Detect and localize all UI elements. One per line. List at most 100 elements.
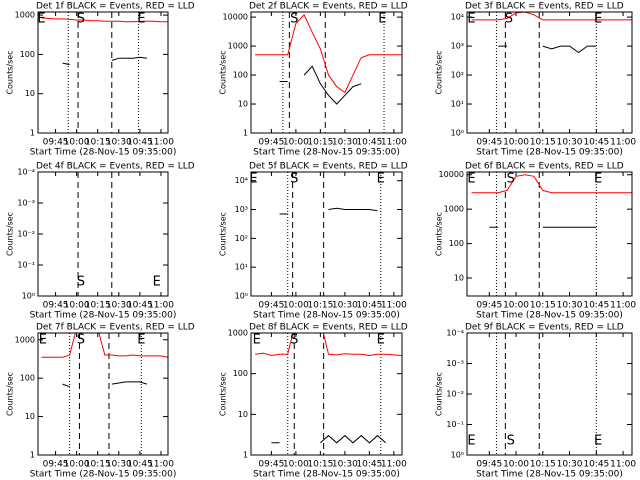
plot-frame xyxy=(250,11,403,134)
y-tick-label: 100 xyxy=(233,369,248,378)
y-tick-label: 10⁰ xyxy=(451,129,464,138)
annotation: E xyxy=(594,434,602,449)
y-tick-label: 100 xyxy=(449,239,464,248)
series-line xyxy=(62,56,147,66)
x-tick-label: 10:15 xyxy=(530,138,556,148)
y-tick-label: 10000 xyxy=(223,13,248,22)
x-tick-label: 09:45 xyxy=(258,460,284,470)
panel-title: Det 5f BLACK = Events, RED = LLD xyxy=(249,162,408,172)
x-tick-label: 10:15 xyxy=(307,138,333,148)
annotation: E xyxy=(594,172,602,187)
annotation: E xyxy=(378,12,386,27)
y-axis-title: Counts/sec xyxy=(435,50,444,94)
x-tick-label: 10:15 xyxy=(530,301,556,311)
x-tick-label: 10:30 xyxy=(106,460,132,470)
annotation: S xyxy=(507,172,515,187)
y-axis-title: Counts/sec xyxy=(435,212,444,256)
annotation: E xyxy=(594,12,602,27)
x-tick-label: 10:45 xyxy=(583,138,609,148)
annotation: E xyxy=(39,333,47,348)
y-axis-title: Counts/sec xyxy=(6,50,15,94)
y-tick-label: 1 xyxy=(30,129,35,138)
x-tick-label: 09:45 xyxy=(43,460,69,470)
x-tick-label: 10:00 xyxy=(503,301,529,311)
annotation: E xyxy=(137,12,145,27)
panel: Det 9f BLACK = Events, RED = LLD Start Ti… xyxy=(435,323,637,480)
x-axis-title: Start Time (28-Nov-15 09:35:00) xyxy=(30,311,177,321)
annotation: E xyxy=(377,172,385,187)
annotation: E xyxy=(37,12,45,27)
x-tick-label: 10:45 xyxy=(356,138,382,148)
plot-frame xyxy=(466,11,633,134)
x-tick-label: 10:15 xyxy=(530,460,556,470)
x-tick-label: 10:45 xyxy=(127,301,153,311)
panel: Det 4f BLACK = Events, RED = LLD Start Ti… xyxy=(6,162,195,321)
x-tick-label: 09:45 xyxy=(258,138,284,148)
y-tick-label: 10⁰ xyxy=(235,292,248,301)
x-axis-title: Start Time (28-Nov-15 09:35:00) xyxy=(253,470,400,480)
x-tick-label: 10:15 xyxy=(85,301,111,311)
x-tick-label: 10:00 xyxy=(64,138,90,148)
x-tick-label: 10:00 xyxy=(283,138,309,148)
panel: Det 1f BLACK = Events, RED = LLD Start Ti… xyxy=(6,2,195,158)
x-tick-label: 09:45 xyxy=(476,301,502,311)
x-tick-label: 11:00 xyxy=(381,301,407,311)
plot-frame xyxy=(250,332,403,456)
y-tick-label: 10⁻³ xyxy=(446,359,464,368)
y-tick-label: 10⁻¹ xyxy=(17,261,35,270)
y-tick-label: 100 xyxy=(233,71,248,80)
panel-title: Det 6f BLACK = Events, RED = LLD xyxy=(465,162,624,172)
x-tick-label: 10:15 xyxy=(85,460,111,470)
y-axis-title: Counts/sec xyxy=(219,372,228,416)
x-tick-label: 10:45 xyxy=(127,460,153,470)
x-tick-label: 09:45 xyxy=(476,460,502,470)
annotation: S xyxy=(77,333,85,348)
plot-frame xyxy=(37,11,169,134)
x-tick-label: 10:15 xyxy=(307,301,333,311)
y-tick-label: 1 xyxy=(243,129,248,138)
x-tick-label: 10:30 xyxy=(557,138,583,148)
series-line xyxy=(255,333,402,357)
y-tick-label: 10³ xyxy=(235,205,248,214)
y-tick-label: 100 xyxy=(20,50,35,59)
x-tick-label: 11:00 xyxy=(610,138,636,148)
y-tick-label: 1 xyxy=(243,451,248,460)
annotation: S xyxy=(290,333,298,348)
x-tick-label: 10:00 xyxy=(283,460,309,470)
y-tick-label: 10 xyxy=(238,410,248,419)
series-line xyxy=(41,333,168,358)
y-tick-label: 1000 xyxy=(15,11,35,20)
panel-title: Det 4f BLACK = Events, RED = LLD xyxy=(36,162,195,172)
x-axis-title: Start Time (28-Nov-15 09:35:00) xyxy=(476,470,623,480)
annotation: S xyxy=(505,12,513,27)
x-axis-title: Start Time (28-Nov-15 09:35:00) xyxy=(476,148,623,158)
x-tick-label: 10:00 xyxy=(503,138,529,148)
x-axis-title: Start Time (28-Nov-15 09:35:00) xyxy=(30,470,177,480)
plot-frame xyxy=(466,332,633,456)
plot-frame xyxy=(250,171,403,297)
y-tick-label: 10 xyxy=(25,412,35,421)
y-tick-label: 10³ xyxy=(451,42,464,51)
y-axis-title: Counts/sec xyxy=(435,372,444,416)
x-axis-title: Start Time (28-Nov-15 09:35:00) xyxy=(476,311,623,321)
x-tick-label: 10:30 xyxy=(332,460,358,470)
y-axis-title: Counts/sec xyxy=(219,50,228,94)
plot-frame xyxy=(466,171,633,297)
panel: Det 6f BLACK = Events, RED = LLD Start Ti… xyxy=(435,162,637,321)
x-tick-label: 11:00 xyxy=(148,460,174,470)
x-tick-label: 09:45 xyxy=(258,301,284,311)
y-tick-label: 10⁻¹ xyxy=(446,420,464,429)
y-tick-label: 1000 xyxy=(228,42,248,51)
y-tick-label: 1000 xyxy=(228,329,248,338)
x-tick-label: 10:30 xyxy=(332,138,358,148)
annotation: S xyxy=(507,434,515,449)
plot-frame xyxy=(37,171,169,297)
series-line xyxy=(62,381,148,388)
y-tick-label: 100 xyxy=(20,374,35,383)
y-tick-label: 10 xyxy=(238,100,248,109)
x-tick-label: 10:45 xyxy=(583,301,609,311)
annotation: S xyxy=(290,172,298,187)
plot-frame xyxy=(37,332,169,456)
y-tick-label: 10⁴ xyxy=(235,176,248,185)
